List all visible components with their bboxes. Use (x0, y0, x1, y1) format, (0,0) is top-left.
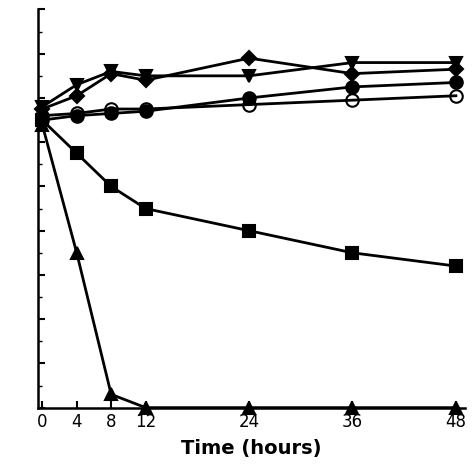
X-axis label: Time (hours): Time (hours) (181, 439, 321, 458)
